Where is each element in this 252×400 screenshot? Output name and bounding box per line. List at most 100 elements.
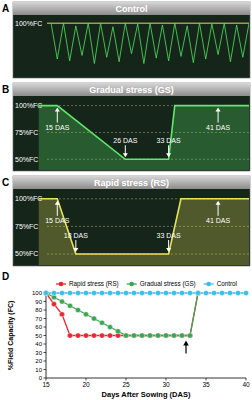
point [179,333,184,338]
point [163,290,168,295]
legend-text: Gradual stress (GS) [140,280,196,288]
point [243,290,248,295]
point [91,316,96,321]
legend-marker [206,282,211,287]
annotation: 15 DAS [45,108,69,131]
tick-label: 80 [35,307,42,313]
series-line [46,293,198,336]
point [43,290,48,295]
point [43,290,48,295]
tick [44,352,47,353]
point [171,290,176,295]
point [139,290,144,295]
tick-label: 20 [35,358,42,364]
point [155,290,160,295]
legend-item: Rapid stress (RS) [56,280,119,288]
annotation-arrow [75,240,76,249]
panel-title: Control [116,4,148,14]
tick [44,310,47,311]
point [195,290,200,295]
annotation-arrow [57,204,58,216]
tick [44,301,47,302]
arrow-head [216,108,221,112]
annotation: 26 DAS [113,137,137,157]
tick [44,361,47,362]
point [59,312,64,317]
point [51,290,56,295]
point [235,290,240,295]
point [75,290,80,295]
tick-label: 35 [202,381,210,388]
point [211,290,216,295]
series-line [46,293,198,336]
annotation: 33 DAS [157,232,181,252]
arrow-head [55,201,60,205]
point [123,333,128,338]
point [147,290,152,295]
trace-area [39,106,249,170]
panel-label: C [2,177,9,188]
tick-label: 60 [35,324,42,330]
legend-marker [129,282,134,287]
point [131,333,136,338]
point [219,290,224,295]
trace-line [39,199,249,254]
tick-label: 90 [35,299,42,305]
arrow-head [73,248,78,252]
tick-label: 10 [35,367,42,373]
panel-background [13,176,250,266]
annotation-text: 15 DAS [45,124,69,131]
trace-line [39,106,249,160]
tick-label: 50%FC [15,250,38,257]
panel: D0102030405060708090100152025303540Days … [2,271,250,399]
point [171,333,176,338]
grid-line [47,23,249,24]
point [107,290,112,295]
figure: AControl100%FCBGradual stress (GS)100%FC… [0,0,252,400]
point [75,333,80,338]
point [67,290,72,295]
series [43,290,200,338]
tick-label: 100 [32,290,43,296]
annotation: 18 DAS [64,232,88,252]
point [203,290,208,295]
tick-label: 50 [35,333,42,339]
point [107,333,112,338]
tick-label: 30 [162,381,170,388]
point [115,290,120,295]
point [83,290,88,295]
point [195,290,200,295]
annotation-text: 18 DAS [64,232,88,239]
tick [44,369,47,370]
point [187,333,192,338]
point [99,320,104,325]
panel-background [13,83,250,171]
annotation: 15 DAS [45,201,69,224]
annotation-arrow [218,204,219,216]
annotation-text: 26 DAS [113,137,137,144]
point [155,333,160,338]
legend: Rapid stress (RS) Gradual stress (GS) Cont… [56,280,237,288]
point [51,301,56,306]
trace-line [51,23,249,63]
annotation-arrow [185,345,186,354]
annotation-arrow [57,111,58,123]
legend-item: Control [204,280,237,287]
legend-text: Rapid stress (RS) [69,280,119,288]
point [67,333,72,338]
page: {"chart_data": [ {"type": "line", "panel… [0,0,252,400]
point [83,333,88,338]
legend-marker [59,282,64,287]
x-axis-label: Days After Sowing (DAS) [102,390,191,399]
annotation-text: 33 DAS [157,232,181,239]
point [59,290,64,295]
tick-label: 100%FC [15,102,42,109]
annotation-text: 41 DAS [206,217,230,224]
panel-header [13,2,250,15]
point [123,333,128,338]
point [131,333,136,338]
plot-area [39,106,249,170]
plot-area [51,23,249,63]
tick-label: 30 [35,350,42,356]
panel-label: D [2,271,9,282]
